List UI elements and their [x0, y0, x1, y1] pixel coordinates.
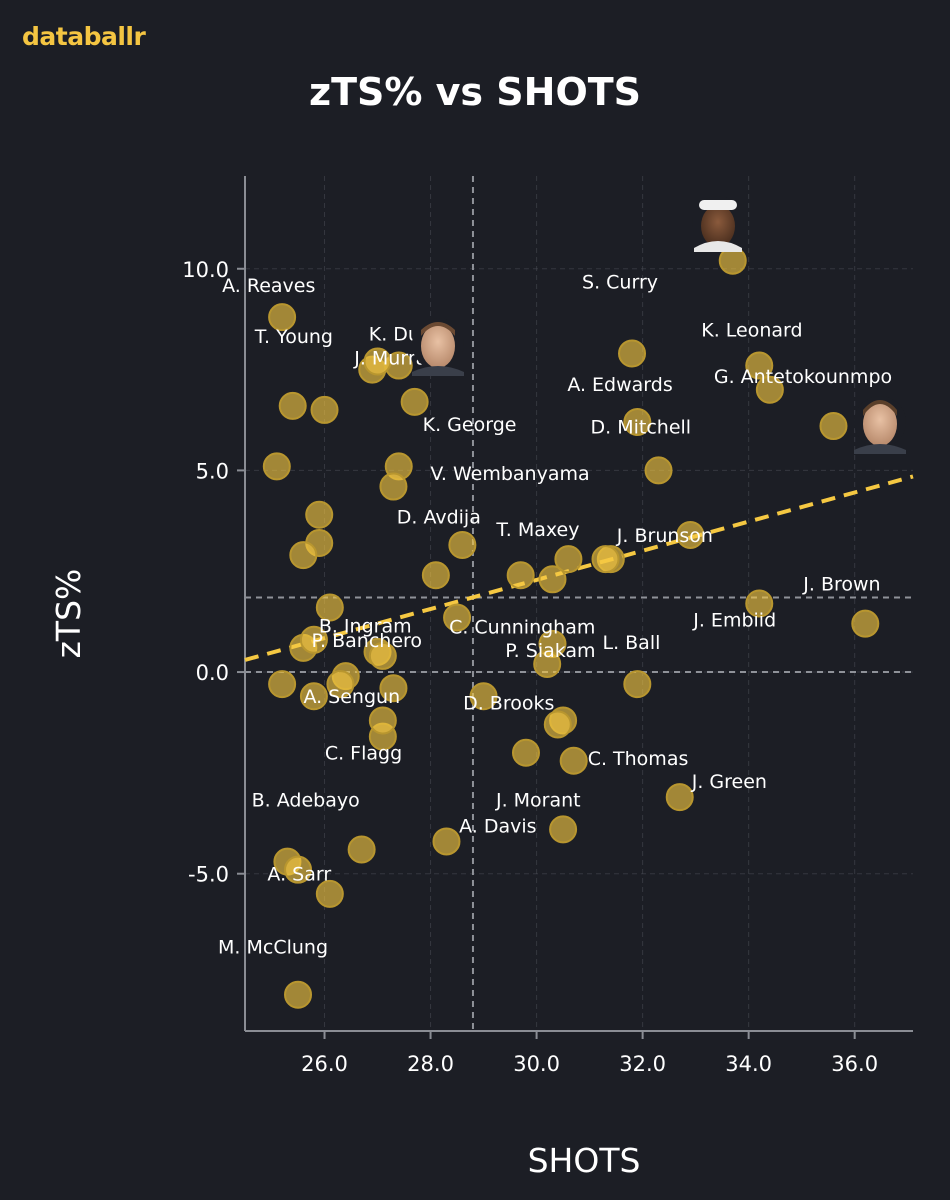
- data-point: [533, 649, 562, 678]
- point-label: M. McClung: [218, 937, 328, 959]
- point-label: K. Leonard: [701, 320, 802, 342]
- point-label: J. Green: [691, 771, 767, 793]
- x-tick-label: 32.0: [619, 1052, 666, 1076]
- point-label: A. Reaves: [222, 275, 315, 297]
- data-point: [310, 395, 339, 424]
- point-label: A. Davis: [459, 815, 536, 837]
- point-label: B. Ingram: [319, 616, 412, 638]
- axes: 26.0 28.0 30.0 32.0 34.0 36.0 -5.0 0.0 5.0 10.0 SH…: [49, 176, 913, 1180]
- point-label: A. Sengun: [303, 686, 400, 708]
- data-point: [745, 589, 774, 618]
- point-label: D. Avdija: [397, 506, 481, 528]
- grid-lines: [245, 176, 913, 1031]
- data-point: [549, 815, 578, 844]
- data-point: [543, 710, 572, 739]
- y-tick-label: -5.0: [188, 863, 229, 887]
- x-axis-title: SHOTS: [528, 1141, 641, 1180]
- data-point: [284, 855, 313, 884]
- player-headshot-image: [692, 196, 744, 252]
- x-tick-label: 28.0: [407, 1052, 454, 1076]
- reference-lines: [245, 176, 913, 1031]
- data-point: [368, 641, 397, 670]
- data-point: [511, 738, 540, 767]
- brand-logo: databallr: [22, 22, 146, 51]
- data-point: [819, 412, 848, 441]
- data-point: [665, 783, 694, 812]
- data-point: [618, 339, 647, 368]
- point-label: K. George: [423, 414, 517, 436]
- point-label: J. Embiid: [692, 610, 776, 632]
- y-axis-title: zTS%: [49, 569, 88, 659]
- y-tick-label: 5.0: [196, 459, 229, 483]
- data-point: [400, 387, 429, 416]
- data-point: [299, 682, 328, 711]
- data-point: [305, 500, 334, 529]
- data-point: [289, 541, 318, 570]
- x-tick-label: 30.0: [513, 1052, 560, 1076]
- point-label: C. Cunningham: [449, 617, 595, 639]
- data-point: [421, 561, 450, 590]
- player-headshot-image: [854, 396, 906, 454]
- data-point: [278, 391, 307, 420]
- data-point: [379, 472, 408, 501]
- data-point: [347, 835, 376, 864]
- data-point: [676, 520, 705, 549]
- data-point: [299, 625, 328, 654]
- data-point: [268, 670, 297, 699]
- point-label: D. Brooks: [463, 692, 554, 714]
- data-point: [326, 670, 355, 699]
- data-point: [623, 408, 652, 437]
- data-point: [262, 452, 291, 481]
- data-point: [623, 670, 652, 699]
- data-point: [506, 561, 535, 590]
- data-point: [554, 545, 583, 574]
- data-point: [538, 565, 567, 594]
- point-label: V. Wembanyama: [430, 463, 589, 485]
- point-label: J. Brown: [802, 574, 880, 596]
- point-label: T. Maxey: [495, 519, 579, 541]
- point-label: L. Ball: [602, 632, 660, 654]
- x-tick-label: 36.0: [831, 1052, 878, 1076]
- data-point: [368, 706, 397, 735]
- x-tick-label: 34.0: [725, 1052, 772, 1076]
- point-label: P. Siakam: [505, 640, 595, 662]
- player-headshot-image: [412, 318, 464, 376]
- point-label: C. Flagg: [325, 743, 402, 765]
- data-point: [432, 827, 461, 856]
- point-label: A. Sarr: [267, 864, 331, 886]
- data-point: [268, 303, 297, 332]
- data-point: [448, 531, 477, 560]
- y-tick-label: 10.0: [182, 258, 229, 282]
- data-point: [559, 746, 588, 775]
- point-label: C. Thomas: [588, 748, 689, 770]
- point-label: D. Mitchell: [591, 416, 692, 438]
- data-point: [379, 674, 408, 703]
- data-points: [262, 246, 880, 1009]
- data-point: [363, 347, 392, 376]
- x-tick-label: 26.0: [301, 1052, 348, 1076]
- y-tick-label: 0.0: [196, 661, 229, 685]
- data-point: [644, 456, 673, 485]
- data-point: [469, 682, 498, 711]
- point-label: B. Adebayo: [252, 790, 360, 812]
- data-point: [851, 609, 880, 638]
- point-label: S. Curry: [582, 271, 658, 293]
- point-label: J. Brunson: [616, 525, 713, 547]
- point-label: J. Morant: [495, 790, 581, 812]
- data-point: [591, 545, 620, 574]
- data-point: [443, 603, 472, 632]
- chart-title: zTS% vs SHOTS: [308, 70, 642, 114]
- data-point: [315, 593, 344, 622]
- data-point: [745, 351, 774, 380]
- data-point: [284, 980, 313, 1009]
- data-point: [755, 375, 784, 404]
- point-label: A. Edwards: [567, 374, 672, 396]
- point-label: G. Antetokounmpo: [714, 366, 892, 388]
- point-label: T. Young: [254, 326, 333, 348]
- data-point: [315, 879, 344, 908]
- point-label: P. Banchero: [312, 630, 423, 652]
